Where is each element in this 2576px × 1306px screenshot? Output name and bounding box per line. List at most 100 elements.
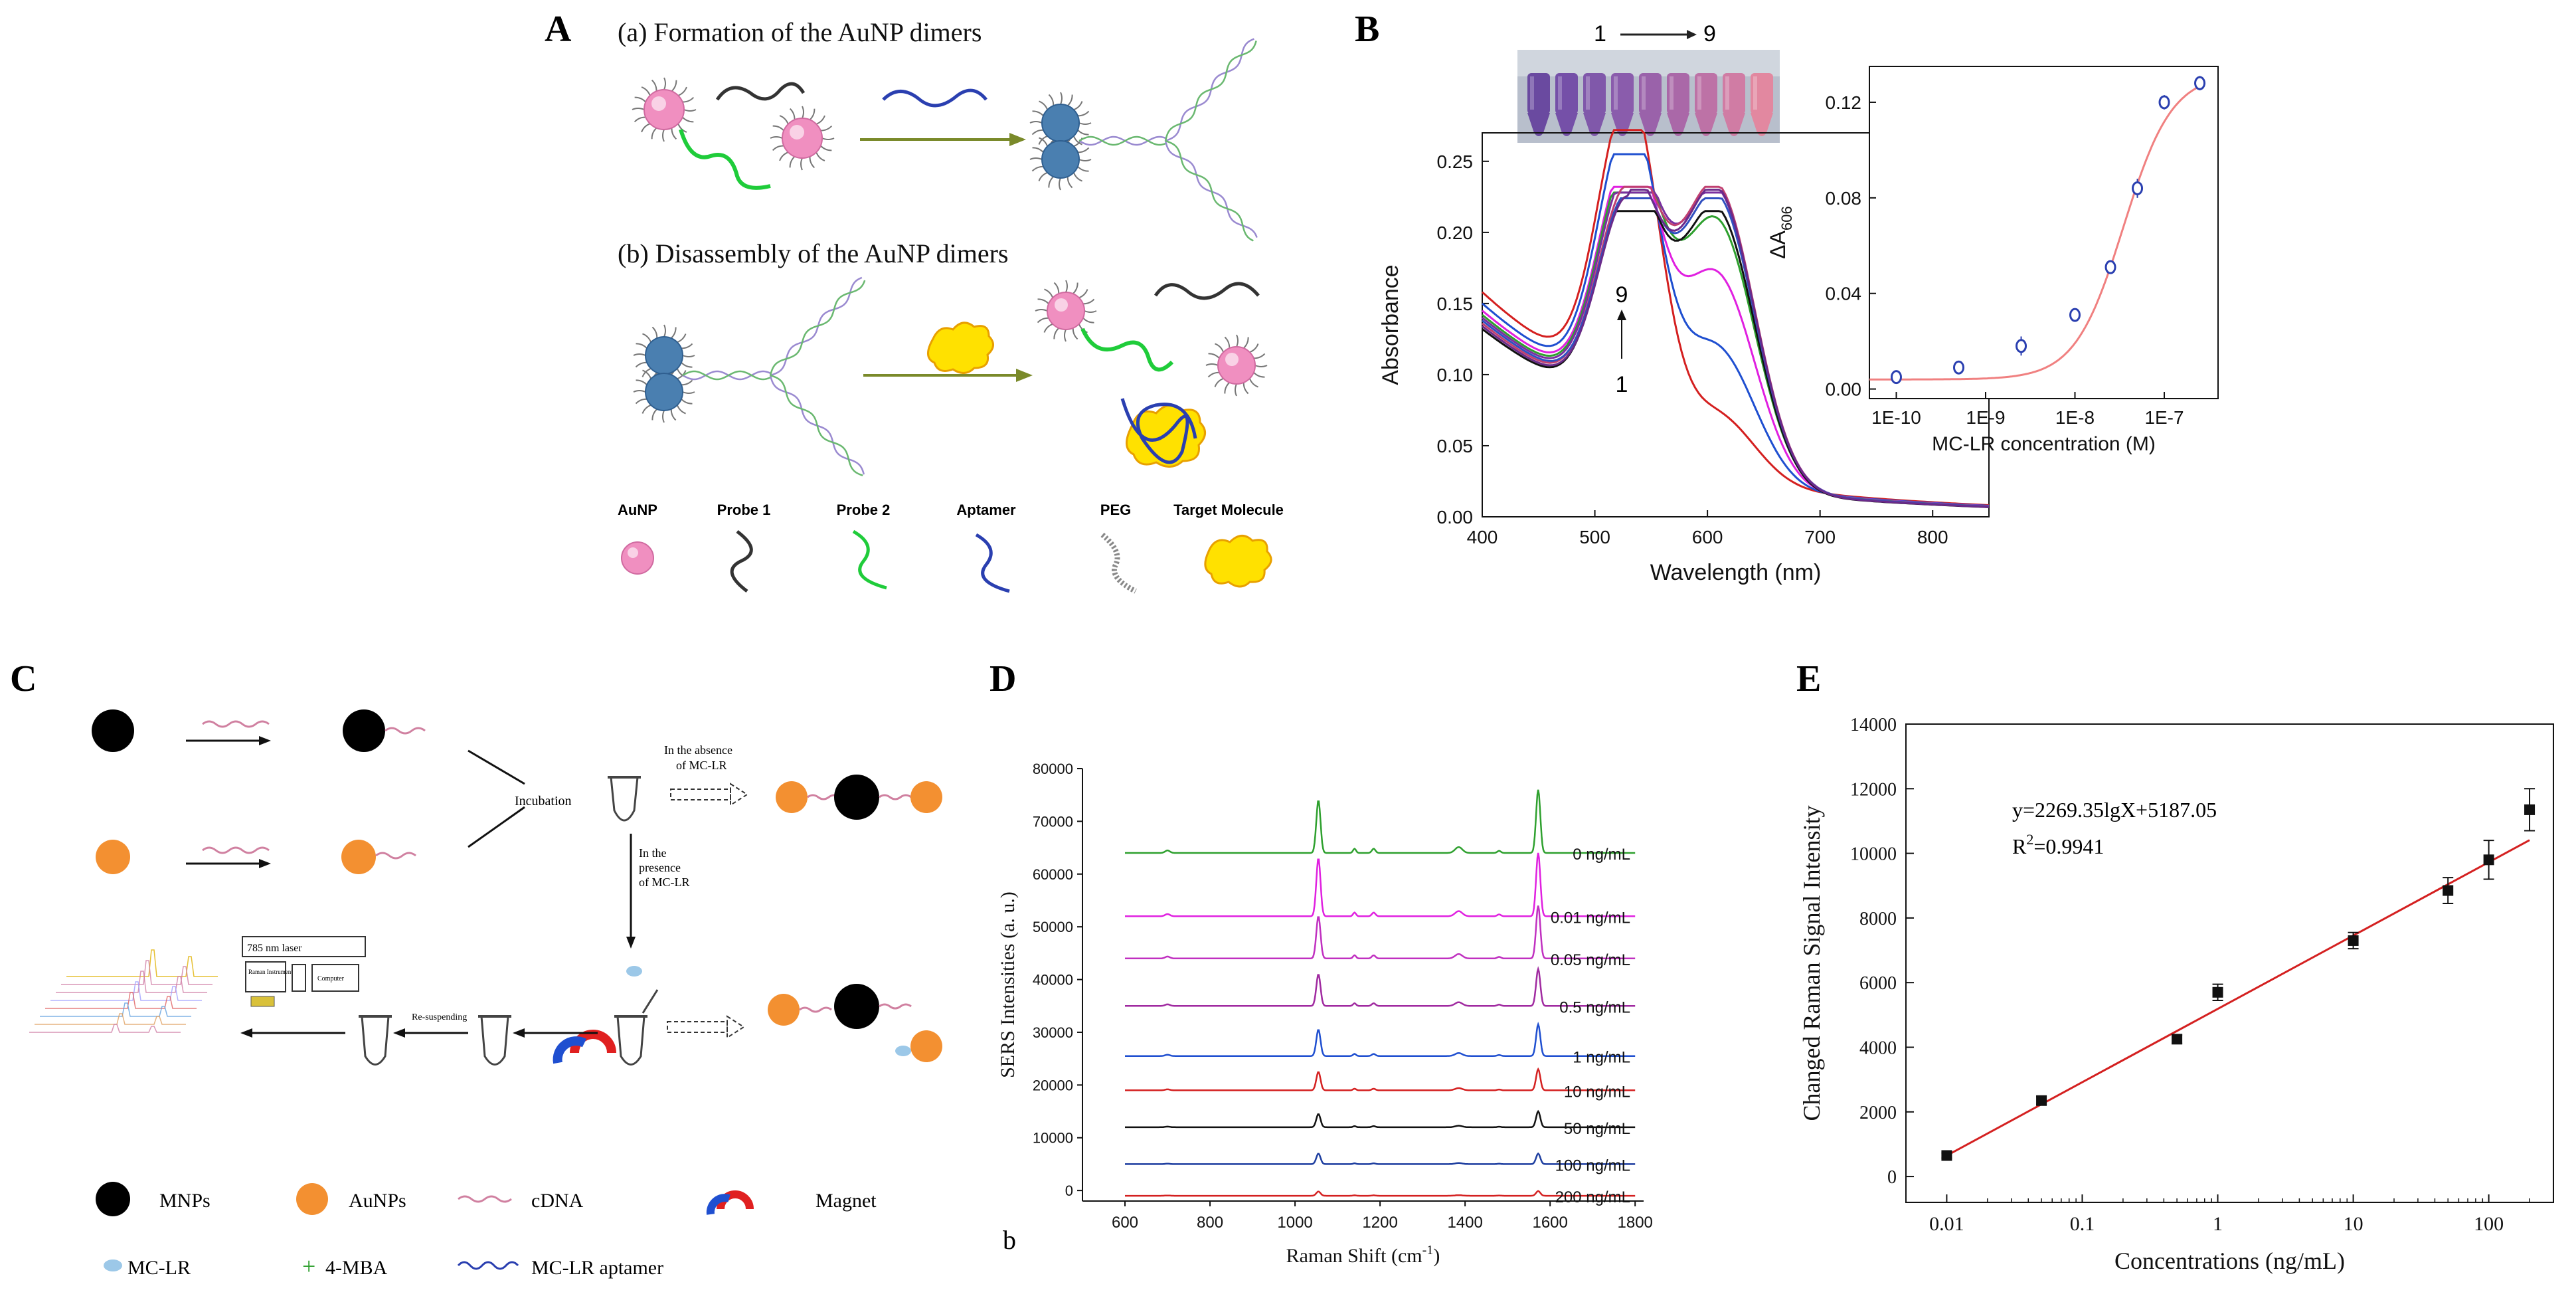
peg-strand bbox=[772, 145, 784, 151]
panel-d: D b 600 800 1000 1200 1400 1600 18000100002000… bbox=[989, 658, 1653, 1267]
peg-strand bbox=[1044, 288, 1054, 298]
helix-strand bbox=[769, 280, 866, 376]
sers-series-3 bbox=[1125, 905, 1636, 960]
peg-strand bbox=[634, 116, 646, 123]
aunp-dimer-b bbox=[633, 276, 866, 476]
peg-strand bbox=[1065, 280, 1068, 293]
sample-tube bbox=[1611, 73, 1634, 114]
y-tick-label: 14000 bbox=[1850, 715, 1897, 735]
peg-strand bbox=[671, 80, 677, 92]
data-point bbox=[2348, 935, 2359, 946]
sample-tube-tip bbox=[1555, 113, 1578, 136]
y-tick-label: 0.08 bbox=[1826, 188, 1862, 209]
peg-strand bbox=[1208, 353, 1220, 359]
peg-strand bbox=[1205, 363, 1219, 366]
y-tick-label: 80000 bbox=[1033, 761, 1073, 777]
x-axis-label: Wavelength (nm) bbox=[1650, 560, 1822, 585]
mini-raman-trace bbox=[56, 971, 207, 993]
peg-strand bbox=[636, 343, 647, 349]
peg-strand bbox=[642, 333, 652, 343]
y-tick-label: 70000 bbox=[1033, 813, 1073, 830]
peg-strand bbox=[682, 116, 694, 123]
legend-mclr-swatch bbox=[104, 1259, 122, 1271]
legend-mclr: MC-LR bbox=[128, 1257, 191, 1279]
chart-d: 600 800 1000 1200 1400 1600 1800 0 10000 20000 300… bbox=[997, 761, 1653, 1267]
series-label: 0.5 ng/mL bbox=[1559, 998, 1630, 1016]
peg-strand bbox=[1077, 166, 1089, 172]
y-tick-label: 50000 bbox=[1033, 919, 1073, 935]
legend-mnps: MNPs bbox=[159, 1190, 211, 1212]
x-tick-label: 1800 bbox=[1618, 1214, 1653, 1232]
peg-strand bbox=[1224, 382, 1230, 394]
legend-aptamer: Aptamer bbox=[956, 502, 1016, 518]
peg-strand bbox=[809, 156, 816, 169]
sample-tube-tip bbox=[1611, 113, 1634, 136]
x-tick-label: 1E-10 bbox=[1871, 407, 1921, 428]
x-tick-label: 700 bbox=[1804, 527, 1836, 547]
y-tick-label: 2000 bbox=[1859, 1103, 1897, 1123]
sample-tube-tip bbox=[1695, 113, 1717, 136]
y-tick-label: 10000 bbox=[1850, 844, 1897, 865]
x-tick-label: 1200 bbox=[1362, 1214, 1397, 1232]
peg-strand bbox=[1060, 92, 1063, 105]
x-tick-label: 1E-9 bbox=[1966, 407, 2005, 428]
legend-mnps-swatch bbox=[96, 1182, 130, 1216]
peg-strand bbox=[636, 379, 647, 385]
peg-strand bbox=[820, 145, 832, 151]
peg-strand bbox=[662, 410, 665, 423]
peg-strand bbox=[772, 125, 784, 132]
tube-label-end: 9 bbox=[1703, 21, 1716, 47]
peg-strand bbox=[779, 151, 789, 161]
peg-strand bbox=[651, 326, 658, 339]
peg-strand bbox=[1053, 282, 1060, 294]
data-point bbox=[1941, 1150, 1952, 1161]
legend-aunps-swatch bbox=[296, 1183, 328, 1215]
panel-d-sublabel: b bbox=[1003, 1225, 1016, 1255]
x-tick-label: 400 bbox=[1467, 527, 1498, 547]
peg-strand bbox=[681, 362, 693, 368]
peg-strand bbox=[1082, 298, 1095, 305]
series-label: 0 ng/mL bbox=[1573, 846, 1630, 864]
peg-strand bbox=[1029, 121, 1043, 124]
peg-strand bbox=[677, 86, 687, 96]
y-tick-label: 20000 bbox=[1033, 1077, 1073, 1093]
panel-e: E 0.01 0.1 1 10 100 0 2000 4000 6000 8000 10000 120… bbox=[1796, 658, 2554, 1274]
peg-strand bbox=[1031, 165, 1044, 172]
panel-a-title-a: (a) Formation of the AuNP dimers bbox=[618, 17, 982, 47]
legend-aptamer-swatch bbox=[975, 533, 1010, 593]
legend-probe2: Probe 2 bbox=[837, 502, 891, 518]
chart-e: 0.01 0.1 1 10 100 0 2000 4000 6000 8000 10000 12000… bbox=[1798, 715, 2554, 1274]
peg-strand bbox=[1067, 176, 1073, 189]
peg-strand bbox=[800, 157, 803, 171]
series-label: 0.01 ng/mL bbox=[1551, 909, 1630, 927]
series-label: 10 ng/mL bbox=[1564, 1083, 1630, 1101]
y-tick-label: 40000 bbox=[1033, 972, 1073, 988]
peg-strand bbox=[1077, 147, 1090, 153]
peg-strand bbox=[1059, 177, 1061, 191]
peg-strand bbox=[1048, 176, 1054, 188]
peg-strand bbox=[1073, 172, 1082, 182]
peg-strand bbox=[1236, 334, 1239, 347]
x-tick-label: 1600 bbox=[1532, 1214, 1567, 1232]
helix-strand bbox=[1078, 136, 1166, 146]
absorbance-series-9 bbox=[1482, 189, 1990, 508]
legend-target-swatch bbox=[1204, 535, 1272, 588]
series-label: 0.05 ng/mL bbox=[1551, 951, 1630, 969]
data-point bbox=[2132, 181, 2144, 195]
mnp-cdna bbox=[343, 709, 426, 752]
peg-strand bbox=[1031, 129, 1044, 136]
sample-tube bbox=[1667, 73, 1689, 114]
peg-strand bbox=[677, 370, 687, 380]
tube-after-magnet bbox=[478, 1015, 511, 1066]
x-axis-label: Concentrations (ng/mL) bbox=[2114, 1248, 2345, 1274]
data-point bbox=[2212, 986, 2223, 998]
y-tick-label: 0.12 bbox=[1826, 92, 1862, 113]
peg-strand bbox=[641, 86, 651, 96]
legend-aptamer-swatch-c bbox=[457, 1261, 519, 1270]
peg-strand bbox=[651, 79, 657, 92]
sample-tube bbox=[1639, 73, 1662, 114]
mini-raman-trace bbox=[40, 1002, 191, 1017]
mini-raman-trace bbox=[50, 981, 202, 1001]
legend-probe2-swatch bbox=[852, 529, 887, 590]
peg-strand bbox=[1077, 110, 1090, 117]
